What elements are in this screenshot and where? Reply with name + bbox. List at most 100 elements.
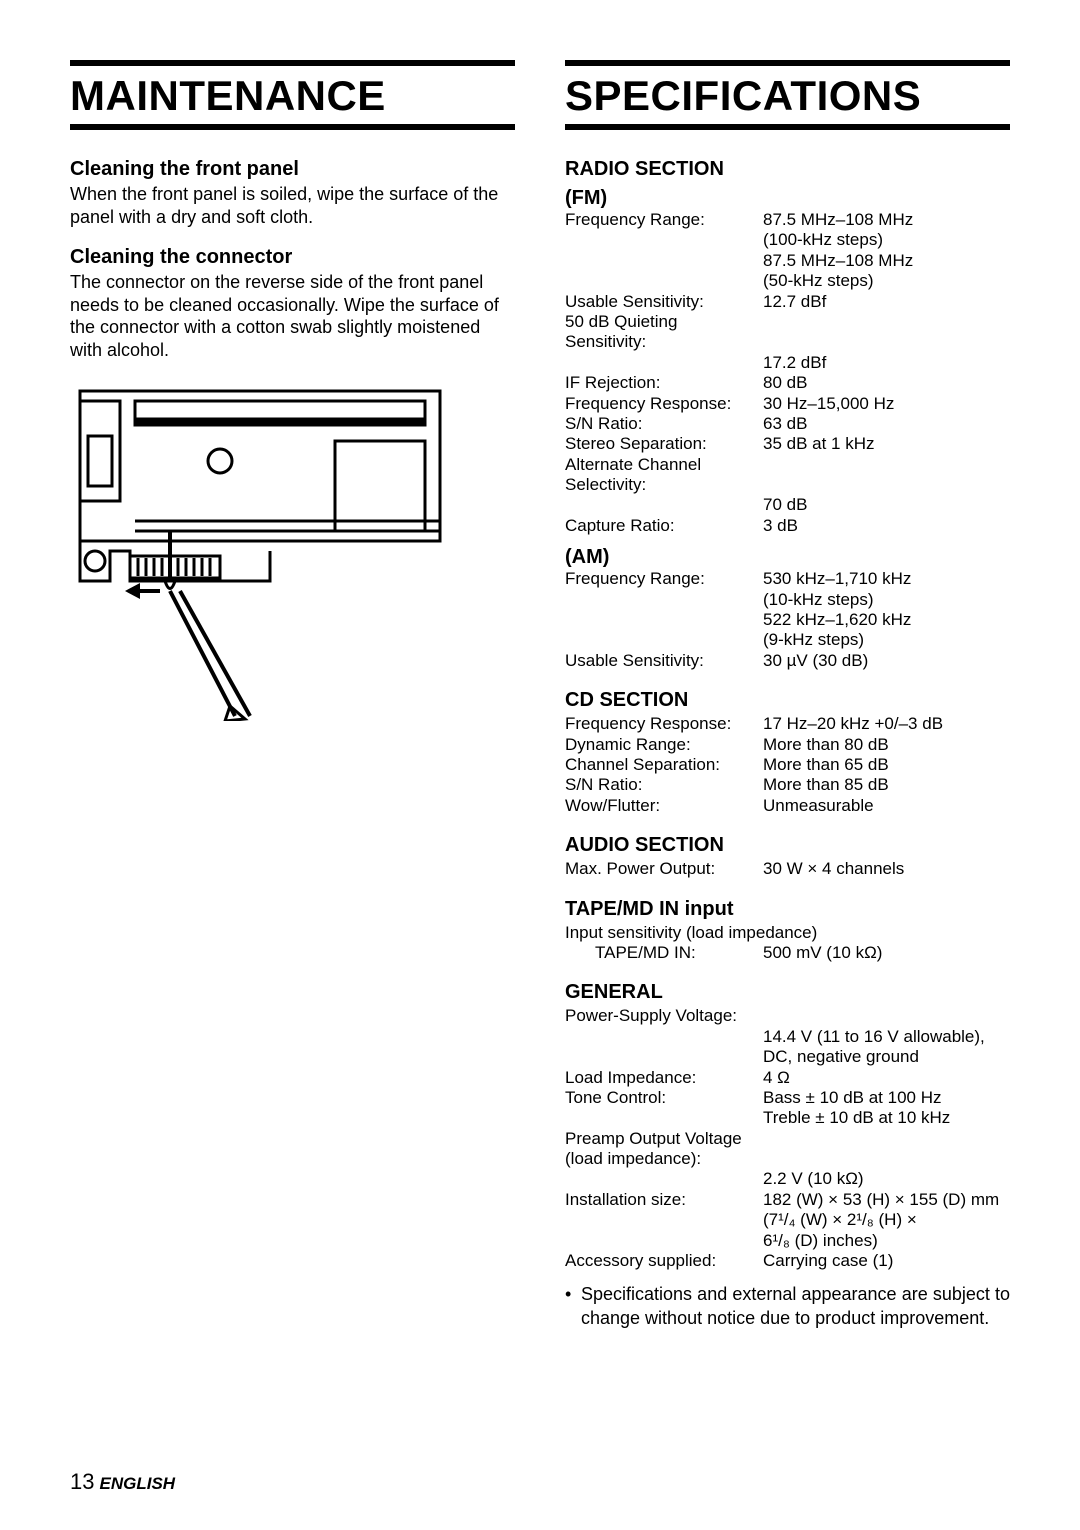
spec-label: Frequency Range:	[565, 210, 763, 230]
spec-label: Accessory supplied:	[565, 1251, 763, 1271]
spec-label	[565, 590, 763, 610]
cleaning-connector-heading: Cleaning the connector	[70, 246, 515, 269]
spec-value: 30 W × 4 channels	[763, 859, 1010, 879]
spec-value: More than 85 dB	[763, 775, 1010, 795]
spec-row: TAPE/MD IN:500 mV (10 kΩ)	[565, 943, 1010, 963]
audio-spec-rows: Max. Power Output:30 W × 4 channels	[565, 859, 1010, 879]
spec-value: 17 Hz–20 kHz +0/–3 dB	[763, 714, 1010, 734]
spec-row: 2.2 V (10 kΩ)	[565, 1169, 1010, 1189]
spec-value: (10-kHz steps)	[763, 590, 1010, 610]
spec-value: Carrying case (1)	[763, 1251, 1010, 1271]
spec-row: (9-kHz steps)	[565, 630, 1010, 650]
spec-row: Wow/Flutter:Unmeasurable	[565, 796, 1010, 816]
spec-row: Usable Sensitivity:12.7 dBf	[565, 292, 1010, 312]
spec-value: 63 dB	[763, 414, 1010, 434]
spec-row: DC, negative ground	[565, 1047, 1010, 1067]
spec-row: Accessory supplied:Carrying case (1)	[565, 1251, 1010, 1271]
fm-label: (FM)	[565, 187, 1010, 210]
spec-row: Frequency Range:87.5 MHz–108 MHz	[565, 210, 1010, 230]
page-number: 13	[70, 1469, 94, 1494]
general-section-heading: GENERAL	[565, 981, 1010, 1004]
spec-row: Max. Power Output:30 W × 4 channels	[565, 859, 1010, 879]
spec-label: TAPE/MD IN:	[565, 943, 763, 963]
cleaning-front-heading: Cleaning the front panel	[70, 158, 515, 181]
spec-row: 70 dB	[565, 495, 1010, 515]
spec-value: 500 mV (10 kΩ)	[763, 943, 1010, 963]
spec-row: Dynamic Range:More than 80 dB	[565, 735, 1010, 755]
rule-bottom-r	[565, 124, 1010, 130]
spec-label: Usable Sensitivity:	[565, 292, 763, 312]
spec-value: DC, negative ground	[763, 1047, 1010, 1067]
spec-row: Installation size:182 (W) × 53 (H) × 155…	[565, 1190, 1010, 1210]
spec-value	[763, 455, 1010, 496]
spec-label	[565, 353, 763, 373]
spec-row: Power-Supply Voltage:	[565, 1006, 1010, 1026]
spec-label: Power-Supply Voltage:	[565, 1006, 763, 1026]
am-spec-rows: Frequency Range:530 kHz–1,710 kHz(10-kHz…	[565, 569, 1010, 671]
spec-row: (100-kHz steps)	[565, 230, 1010, 250]
radio-section-heading: RADIO SECTION	[565, 158, 1010, 181]
spec-label: Tone Control:	[565, 1088, 763, 1108]
general-spec-rows: Power-Supply Voltage:14.4 V (11 to 16 V …	[565, 1006, 1010, 1271]
spec-label: Usable Sensitivity:	[565, 651, 763, 671]
tape-spec-rows: TAPE/MD IN:500 mV (10 kΩ)	[565, 943, 1010, 963]
spec-value: (100-kHz steps)	[763, 230, 1010, 250]
tape-section-heading: TAPE/MD IN input	[565, 898, 1010, 921]
right-column: SPECIFICATIONS RADIO SECTION (FM) Freque…	[565, 60, 1010, 1330]
fm-spec-rows: Frequency Range:87.5 MHz–108 MHz(100-kHz…	[565, 210, 1010, 536]
rule-top-r	[565, 60, 1010, 66]
spec-label: Stereo Separation:	[565, 434, 763, 454]
rule-top	[70, 60, 515, 66]
spec-label: Channel Separation:	[565, 755, 763, 775]
spec-value	[763, 312, 1010, 353]
page-footer: 13 ENGLISH	[70, 1469, 175, 1495]
spec-row: Frequency Response:30 Hz–15,000 Hz	[565, 394, 1010, 414]
spec-label	[565, 1027, 763, 1047]
bullet-dot-icon: •	[565, 1283, 581, 1330]
spec-value: 530 kHz–1,710 kHz	[763, 569, 1010, 589]
connector-diagram	[70, 381, 515, 726]
spec-label	[565, 1047, 763, 1067]
spec-label	[565, 271, 763, 291]
spec-label: Alternate Channel Selectivity:	[565, 455, 763, 496]
spec-label: Max. Power Output:	[565, 859, 763, 879]
tape-intro: Input sensitivity (load impedance)	[565, 923, 1010, 943]
spec-row: (7¹/₄ (W) × 2¹/₈ (H) ×	[565, 1210, 1010, 1230]
page-lang: ENGLISH	[100, 1474, 176, 1493]
spec-label	[565, 1210, 763, 1230]
rule-bottom	[70, 124, 515, 130]
spec-value: (50-kHz steps)	[763, 271, 1010, 291]
spec-value: More than 80 dB	[763, 735, 1010, 755]
specifications-title: SPECIFICATIONS	[565, 72, 1010, 120]
spec-value: 30 Hz–15,000 Hz	[763, 394, 1010, 414]
spec-value: 14.4 V (11 to 16 V allowable),	[763, 1027, 1010, 1047]
left-column: MAINTENANCE Cleaning the front panel Whe…	[70, 60, 515, 1330]
spec-label	[565, 1108, 763, 1128]
spec-label: IF Rejection:	[565, 373, 763, 393]
spec-value: (9-kHz steps)	[763, 630, 1010, 650]
spec-value: 35 dB at 1 kHz	[763, 434, 1010, 454]
am-label: (AM)	[565, 546, 1010, 569]
spec-row: 6¹/₈ (D) inches)	[565, 1231, 1010, 1251]
spec-row: Channel Separation:More than 65 dB	[565, 755, 1010, 775]
spec-value: 80 dB	[763, 373, 1010, 393]
spec-label	[565, 1169, 763, 1189]
spec-row: (10-kHz steps)	[565, 590, 1010, 610]
spec-label	[565, 1231, 763, 1251]
spec-value: Bass ± 10 dB at 100 Hz	[763, 1088, 1010, 1108]
cd-spec-rows: Frequency Response:17 Hz–20 kHz +0/–3 dB…	[565, 714, 1010, 816]
spec-row: Alternate Channel Selectivity:	[565, 455, 1010, 496]
spec-row: Usable Sensitivity:30 µV (30 dB)	[565, 651, 1010, 671]
spec-label: Installation size:	[565, 1190, 763, 1210]
spec-value: 522 kHz–1,620 kHz	[763, 610, 1010, 630]
cd-section-heading: CD SECTION	[565, 689, 1010, 712]
spec-row: 17.2 dBf	[565, 353, 1010, 373]
spec-value: (7¹/₄ (W) × 2¹/₈ (H) ×	[763, 1210, 1010, 1230]
spec-value: 2.2 V (10 kΩ)	[763, 1169, 1010, 1189]
spec-note: • Specifications and external appearance…	[565, 1283, 1010, 1330]
spec-label: Frequency Response:	[565, 714, 763, 734]
spec-label	[565, 495, 763, 515]
spec-value: Treble ± 10 dB at 10 kHz	[763, 1108, 1010, 1128]
spec-label: Frequency Response:	[565, 394, 763, 414]
spec-row: Frequency Response:17 Hz–20 kHz +0/–3 dB	[565, 714, 1010, 734]
